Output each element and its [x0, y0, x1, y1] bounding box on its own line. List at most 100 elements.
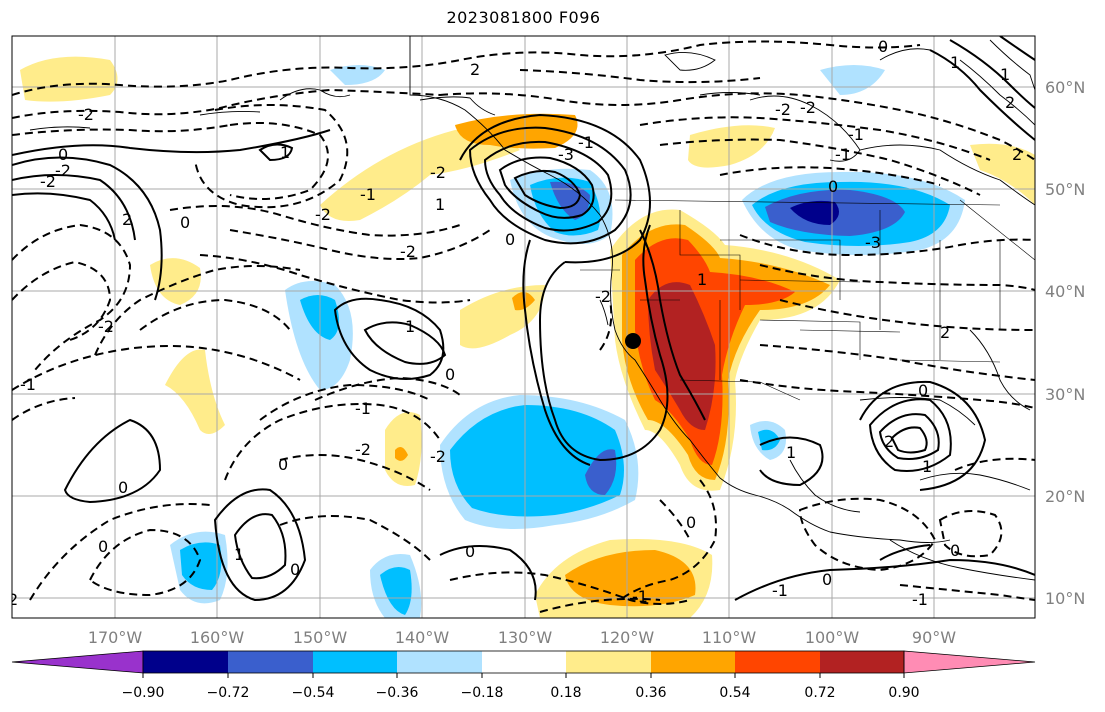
lon-label-150w: 150°W [293, 628, 348, 647]
colorbar-tick-label: −0.72 [207, 685, 250, 701]
contour-label: -1 [848, 125, 864, 144]
colorbar-tick-label: 0.36 [635, 685, 666, 701]
lat-label-60n: 60°N [1045, 78, 1085, 97]
colorbar-tick-label: −0.18 [461, 685, 504, 701]
colorbar-extend-max [903, 650, 1036, 674]
graticule [12, 36, 1035, 618]
contour-label: -1 [632, 587, 648, 606]
lat-label-20n: 20°N [1045, 487, 1085, 506]
lon-label-130w: 130°W [498, 628, 553, 647]
lon-label-120w: 120°W [600, 628, 655, 647]
coastlines [29, 36, 1035, 581]
contour-label: 1 [697, 270, 707, 289]
colorbar-extend-min [11, 650, 144, 674]
contour-label: -2 [775, 100, 791, 119]
longitude-labels: 170°W 160°W 150°W 140°W 130°W 120°W 110°… [88, 628, 956, 647]
contour-label: 0 [465, 542, 475, 561]
contour-label: 0 [950, 541, 960, 560]
anomaly-fill-pos [150, 258, 201, 305]
colorbar-tick-label: −0.54 [292, 685, 335, 701]
contour-label: 1 [950, 53, 960, 72]
contour-label: 1 [234, 545, 244, 564]
contour-label: 0 [290, 560, 300, 579]
contour-label: 1 [922, 457, 932, 476]
contour-label: 1 [280, 143, 290, 162]
anomaly-fill-pos [648, 282, 716, 430]
colorbar-swatch [651, 651, 735, 673]
contour-label: 0 [878, 37, 888, 56]
lat-label-30n: 30°N [1045, 385, 1085, 404]
map-area: 2 -2 -2 1 0 -2 2 -2 1 0 0 -2 -3 -2 -1 0 … [8, 36, 1035, 618]
anomaly-fill-neg [585, 449, 617, 495]
contour-label: 1 [786, 443, 796, 462]
contour-label: 1 [435, 195, 445, 214]
anomaly-fill-neg [330, 65, 385, 85]
anomaly-fill-pos [688, 125, 775, 168]
anomaly-fill-neg [450, 405, 624, 517]
anomaly-fill-pos [565, 550, 696, 607]
colorbar-tick-label: 0.18 [550, 685, 581, 701]
contour-label: 2 [940, 323, 950, 342]
anomaly-fill-neg [380, 566, 412, 615]
contour-label: -2 [40, 172, 56, 191]
contour-label: 0 [686, 513, 696, 532]
anomaly-fill-neg [550, 181, 590, 220]
contour-label: -1 [578, 133, 594, 152]
contours-positive [12, 36, 1035, 602]
colorbar-swatch [482, 651, 566, 673]
lat-label-10n: 10°N [1045, 589, 1085, 608]
map-frame [11, 35, 1036, 619]
contour-label: 0 [918, 381, 928, 400]
colorbar-tick-label: 0.54 [719, 685, 750, 701]
colorbar-tick-label: 0.90 [888, 685, 919, 701]
contours-negative [12, 40, 1035, 613]
contour-label: 0 [118, 478, 128, 497]
contour-label: 0 [180, 213, 190, 232]
contour-label: -3 [558, 145, 574, 164]
lat-label-50n: 50°N [1045, 180, 1085, 199]
contour-label: -2 [98, 317, 114, 336]
colorbar-tick-label: −0.36 [376, 685, 419, 701]
colorbar-swatch [143, 651, 228, 673]
anomaly-fill-pos [165, 349, 225, 434]
contour-label: -1 [912, 590, 928, 609]
colorbar-swatch [313, 651, 397, 673]
colorbar-tick-labels: −0.90 −0.72 −0.54 −0.36 −0.18 0.18 0.36 … [122, 685, 920, 701]
colorbar-swatch [566, 651, 651, 673]
contour-label: -2 [355, 440, 371, 459]
contour-label: 0 [278, 455, 288, 474]
anomaly-fill-pos [395, 446, 408, 461]
contour-label: 1 [1000, 65, 1010, 84]
contour-label: 0 [445, 365, 455, 384]
contour-label: 0 [58, 145, 68, 164]
contour-label: 2 [122, 210, 132, 229]
contour-label: -2 [430, 163, 446, 182]
contour-label: -1 [355, 399, 371, 418]
contour-label: 2 [8, 590, 18, 609]
colorbar-swatch [397, 651, 482, 673]
anomaly-fill-pos [20, 56, 118, 102]
contour-label: -1 [20, 375, 36, 394]
contour-labels: 2 -2 -2 1 0 -2 2 -2 1 0 0 -2 -3 -2 -1 0 … [8, 37, 1022, 609]
lon-label-170w: 170°W [88, 628, 143, 647]
map-title: 2023081800 F096 [446, 8, 601, 27]
contour-label: -2 [55, 161, 71, 180]
colorbar: −0.90 −0.72 −0.54 −0.36 −0.18 0.18 0.36 … [11, 650, 1036, 701]
colorbar-ticks [142, 673, 905, 678]
station-marker [625, 333, 641, 349]
contour-label: -2 [430, 447, 446, 466]
contour-label: 2 [884, 432, 894, 451]
colorbar-swatch [228, 651, 313, 673]
contour-label: -2 [595, 287, 611, 306]
lat-label-40n: 40°N [1045, 282, 1085, 301]
contour-label: 0 [505, 230, 515, 249]
lon-label-160w: 160°W [190, 628, 245, 647]
lon-label-110w: 110°W [702, 628, 757, 647]
contour-label: -2 [315, 205, 331, 224]
lon-label-100w: 100°W [805, 628, 860, 647]
contour-label: -2 [400, 242, 416, 261]
contour-label: 2 [1012, 145, 1022, 164]
contour-label: -1 [772, 581, 788, 600]
contour-label: 0 [822, 570, 832, 589]
